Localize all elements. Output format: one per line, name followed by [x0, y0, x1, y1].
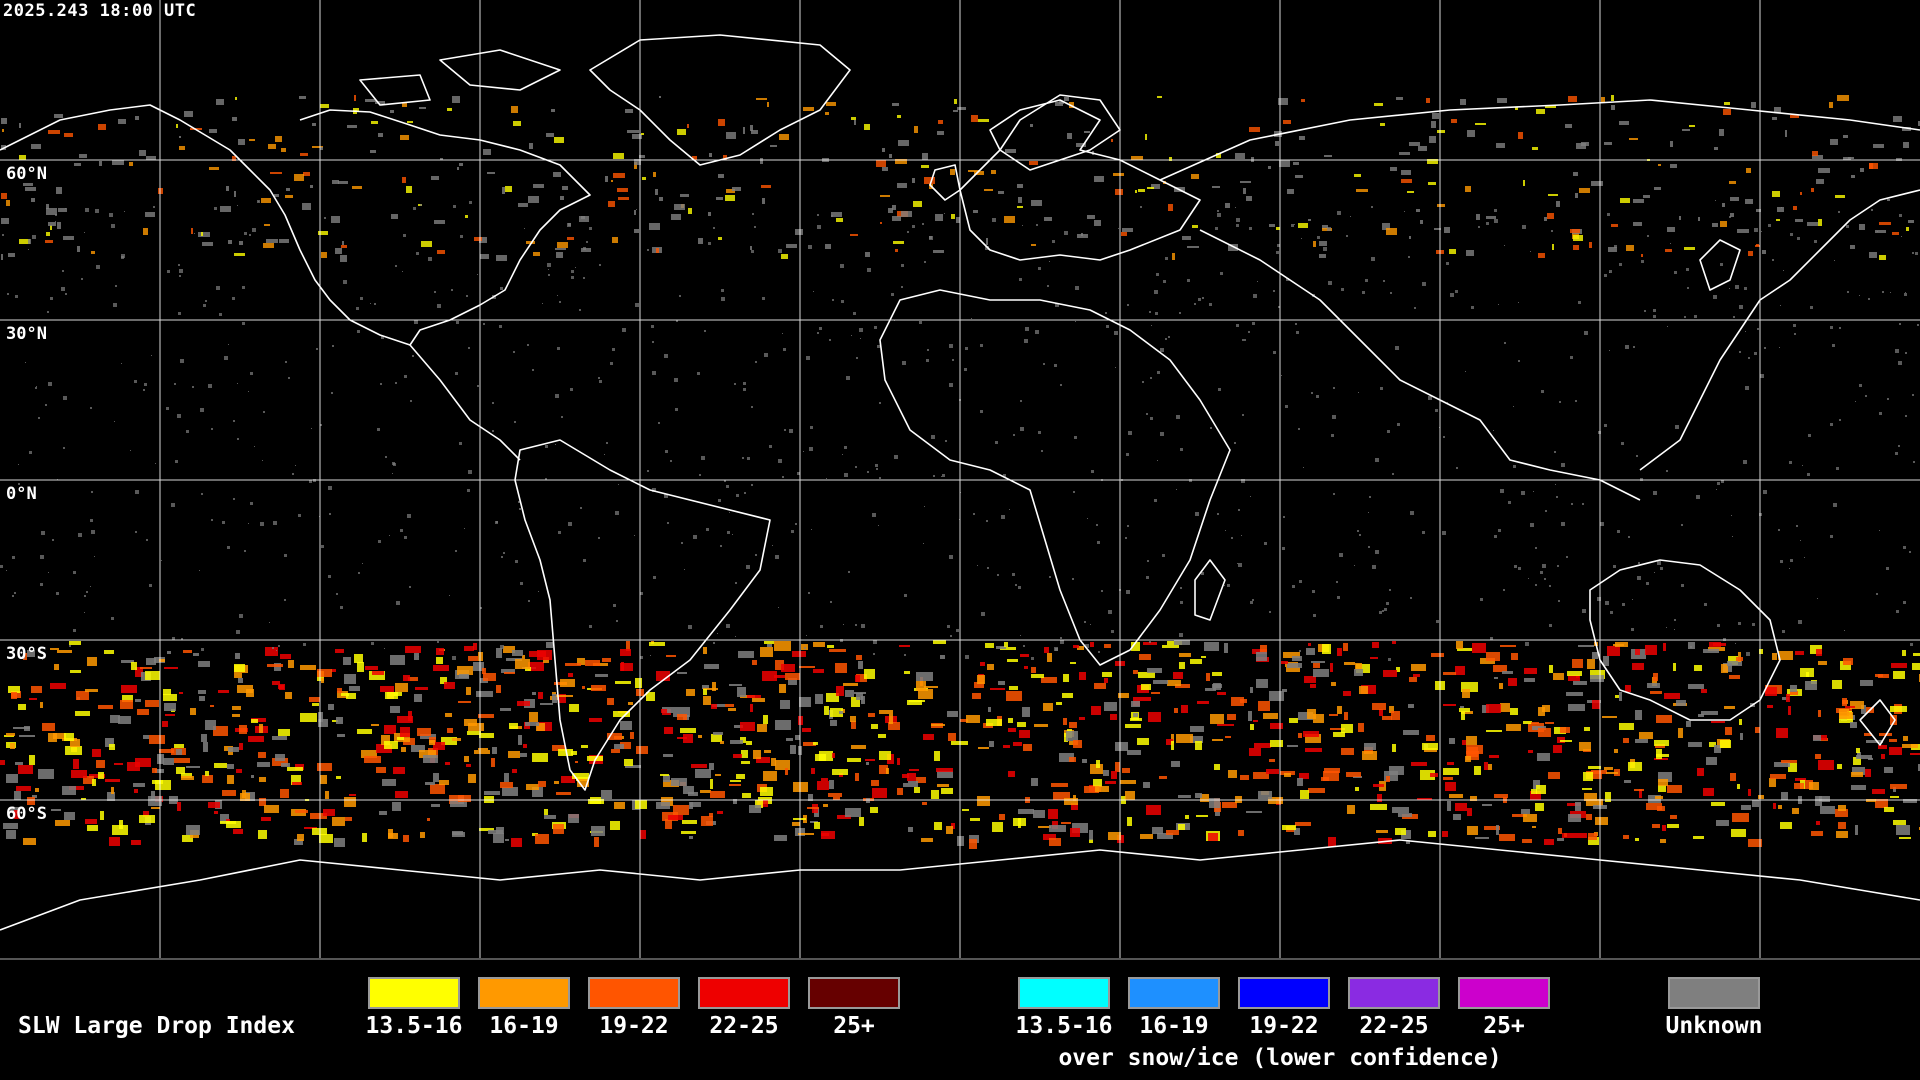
legend-label-snow-1: 13.5-16 — [1015, 1013, 1113, 1039]
lat-lon-grid — [0, 0, 1920, 960]
legend-label-normal-1: 13.5-16 — [365, 1013, 463, 1039]
legend-label-snow-2: 16-19 — [1139, 1013, 1209, 1039]
lat-label-30n: 30°N — [6, 324, 47, 344]
legend-swatch-snow-2 — [1128, 977, 1220, 1009]
legend-label-snow-4: 22-25 — [1359, 1013, 1429, 1039]
legend-snow-caption: over snow/ice (lower confidence) — [1058, 1045, 1502, 1071]
legend-label-unknown: Unknown — [1665, 1013, 1763, 1039]
legend-swatch-normal-1 — [368, 977, 460, 1009]
legend-label-snow-3: 19-22 — [1249, 1013, 1319, 1039]
map-canvas — [0, 0, 1920, 960]
timestamp: 2025.243 18:00 UTC — [3, 1, 197, 21]
legend-swatch-normal-3 — [588, 977, 680, 1009]
legend-label-normal-2: 16-19 — [489, 1013, 559, 1039]
legend-swatch-snow-3 — [1238, 977, 1330, 1009]
legend-swatch-snow-5 — [1458, 977, 1550, 1009]
lat-label-60s: 60°S — [6, 804, 47, 824]
legend-divider — [0, 958, 1920, 960]
legend-label-snow-5: 25+ — [1483, 1013, 1525, 1039]
legend-label-normal-3: 19-22 — [599, 1013, 669, 1039]
lat-label-30s: 30°S — [6, 644, 47, 664]
legend-label-normal-4: 22-25 — [709, 1013, 779, 1039]
cloud-pixels — [0, 95, 1920, 849]
legend-label-normal-5: 25+ — [833, 1013, 875, 1039]
legend-swatch-normal-5 — [808, 977, 900, 1009]
legend-swatch-snow-4 — [1348, 977, 1440, 1009]
legend-swatch-normal-4 — [698, 977, 790, 1009]
lat-label-0n: 0°N — [6, 484, 37, 504]
legend-swatch-snow-1 — [1018, 977, 1110, 1009]
lat-label-60n: 60°N — [6, 164, 47, 184]
legend-title: SLW Large Drop Index — [18, 1013, 295, 1039]
legend-swatch-unknown — [1668, 977, 1760, 1009]
legend-swatch-normal-2 — [478, 977, 570, 1009]
